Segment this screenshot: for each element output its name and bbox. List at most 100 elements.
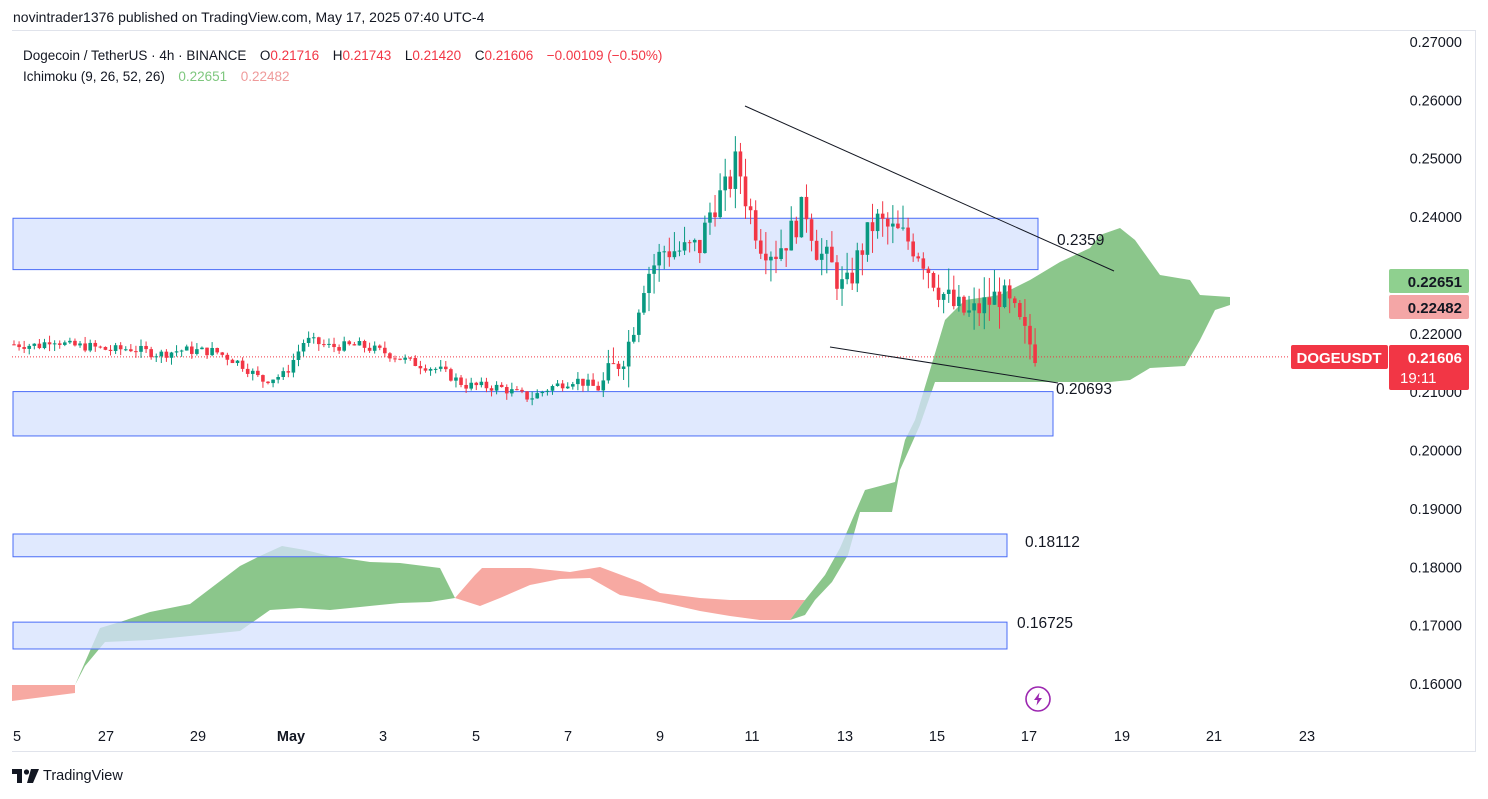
- candle-body: [372, 345, 377, 351]
- candle-body: [941, 293, 946, 300]
- candle-body: [179, 350, 184, 352]
- candle-body: [27, 345, 32, 349]
- tradingview-footer[interactable]: TradingView: [12, 768, 123, 784]
- candle-body: [103, 346, 108, 350]
- price-axis-tick: 0.16000: [1410, 677, 1462, 693]
- candle-body: [540, 391, 545, 394]
- candle-body: [875, 213, 880, 232]
- candle-body: [139, 345, 143, 352]
- candle-body: [240, 360, 245, 369]
- candle-body: [631, 334, 636, 342]
- lower-trendline: [829, 346, 1059, 384]
- candle-body: [957, 296, 961, 307]
- price-axis-tags: 0.22651 0.22482 DOGEUSDT 0.21606 19:11: [1291, 269, 1469, 390]
- lightning-icon[interactable]: [1025, 686, 1051, 712]
- price-zone: [12, 217, 1039, 271]
- candle-body: [596, 385, 600, 391]
- price-axis-tick: 0.27000: [1410, 35, 1462, 51]
- candle-body: [484, 381, 489, 389]
- indicator-title[interactable]: Ichimoku (9, 26, 52, 26): [23, 69, 165, 84]
- candle-body: [205, 347, 209, 356]
- candle-body: [606, 363, 611, 381]
- candle-body: [12, 344, 16, 346]
- candle-body: [987, 297, 992, 305]
- candle-body: [870, 222, 875, 232]
- candle-body: [281, 371, 286, 378]
- candle-body: [845, 272, 849, 280]
- candle-body: [530, 398, 534, 400]
- candle-body: [692, 239, 697, 243]
- candle-body: [1002, 285, 1007, 308]
- chart-pane[interactable]: [12, 30, 1476, 752]
- symbol-legend-row[interactable]: Dogecoin / TetherUS · 4h · BINANCE O0.21…: [23, 45, 662, 66]
- candle-body: [393, 358, 397, 360]
- candle-body: [819, 253, 824, 260]
- candle-body: [962, 296, 966, 313]
- candle-body: [327, 343, 331, 345]
- last-price-value: 0.21606: [1408, 350, 1462, 367]
- chart-legend: Dogecoin / TetherUS · 4h · BINANCE O0.21…: [23, 45, 662, 87]
- candle-body: [555, 383, 560, 387]
- symbol-title[interactable]: Dogecoin / TetherUS · 4h · BINANCE: [23, 48, 247, 63]
- candle-body: [830, 246, 834, 263]
- candle-body: [499, 384, 504, 388]
- time-axis-tick: 13: [837, 729, 853, 745]
- time-axis-tick: 19: [1114, 729, 1130, 745]
- candle-body: [88, 342, 92, 351]
- indicator-legend-row[interactable]: Ichimoku (9, 26, 52, 26) 0.22651 0.22482: [23, 66, 662, 87]
- time-axis-tick: 15: [929, 729, 945, 745]
- price-axis-tick: 0.26000: [1410, 93, 1462, 109]
- candle-body: [637, 312, 641, 335]
- candle-body: [931, 273, 936, 288]
- candle-body: [809, 219, 814, 241]
- price-axis-tick: 0.25000: [1410, 152, 1462, 168]
- candle-body: [403, 357, 407, 360]
- candle-body: [408, 357, 413, 359]
- time-axis-tick: 7: [564, 729, 572, 745]
- open-label: O: [259, 48, 271, 63]
- candle-body: [57, 343, 62, 345]
- candle-body: [200, 347, 204, 350]
- price-zone: [12, 533, 1008, 558]
- candle-body: [672, 251, 677, 258]
- candle-body: [901, 227, 905, 229]
- time-axis-tick: May: [277, 729, 305, 745]
- time-axis[interactable]: 5 27 29 May 3 5 7 9 11 13 15 17 19 21 23: [13, 729, 1315, 745]
- open-value: 0.21716: [270, 48, 320, 63]
- candle-body: [1033, 344, 1037, 364]
- tradingview-logo-icon: [12, 769, 39, 783]
- candle-body: [860, 250, 865, 255]
- price-axis-tick: 0.18000: [1410, 560, 1462, 576]
- candle-body: [779, 248, 783, 260]
- candle-body: [764, 253, 768, 261]
- candle-body: [129, 349, 133, 352]
- candle-body: [774, 256, 778, 260]
- candle-body: [494, 384, 499, 391]
- cloud-bear-segment: [12, 685, 75, 701]
- candle-body: [464, 384, 468, 389]
- candle-body: [479, 381, 484, 386]
- candle-body: [367, 347, 372, 351]
- candle-body: [825, 246, 829, 254]
- candle-body: [433, 368, 438, 370]
- candle-body: [301, 343, 306, 352]
- candle-body: [997, 291, 1002, 308]
- time-axis-tick: 23: [1299, 729, 1315, 745]
- candle-body: [992, 291, 997, 305]
- span-b-tag: 0.22482: [1389, 295, 1469, 319]
- candle-body: [149, 349, 153, 358]
- candle-body: [1007, 285, 1012, 299]
- candle-body: [291, 359, 296, 373]
- candle-body: [418, 365, 423, 369]
- candle-body: [510, 389, 514, 394]
- symbol-price-tag: DOGEUSDT: [1291, 345, 1388, 369]
- candle-body: [728, 176, 733, 189]
- candle-body: [388, 353, 392, 359]
- candle-body: [804, 196, 809, 220]
- candle-body: [891, 223, 895, 227]
- candle-body: [667, 251, 672, 258]
- price-zone: [12, 621, 1008, 650]
- zone-level-label: 0.2359: [1057, 232, 1104, 249]
- candle-body: [738, 151, 743, 177]
